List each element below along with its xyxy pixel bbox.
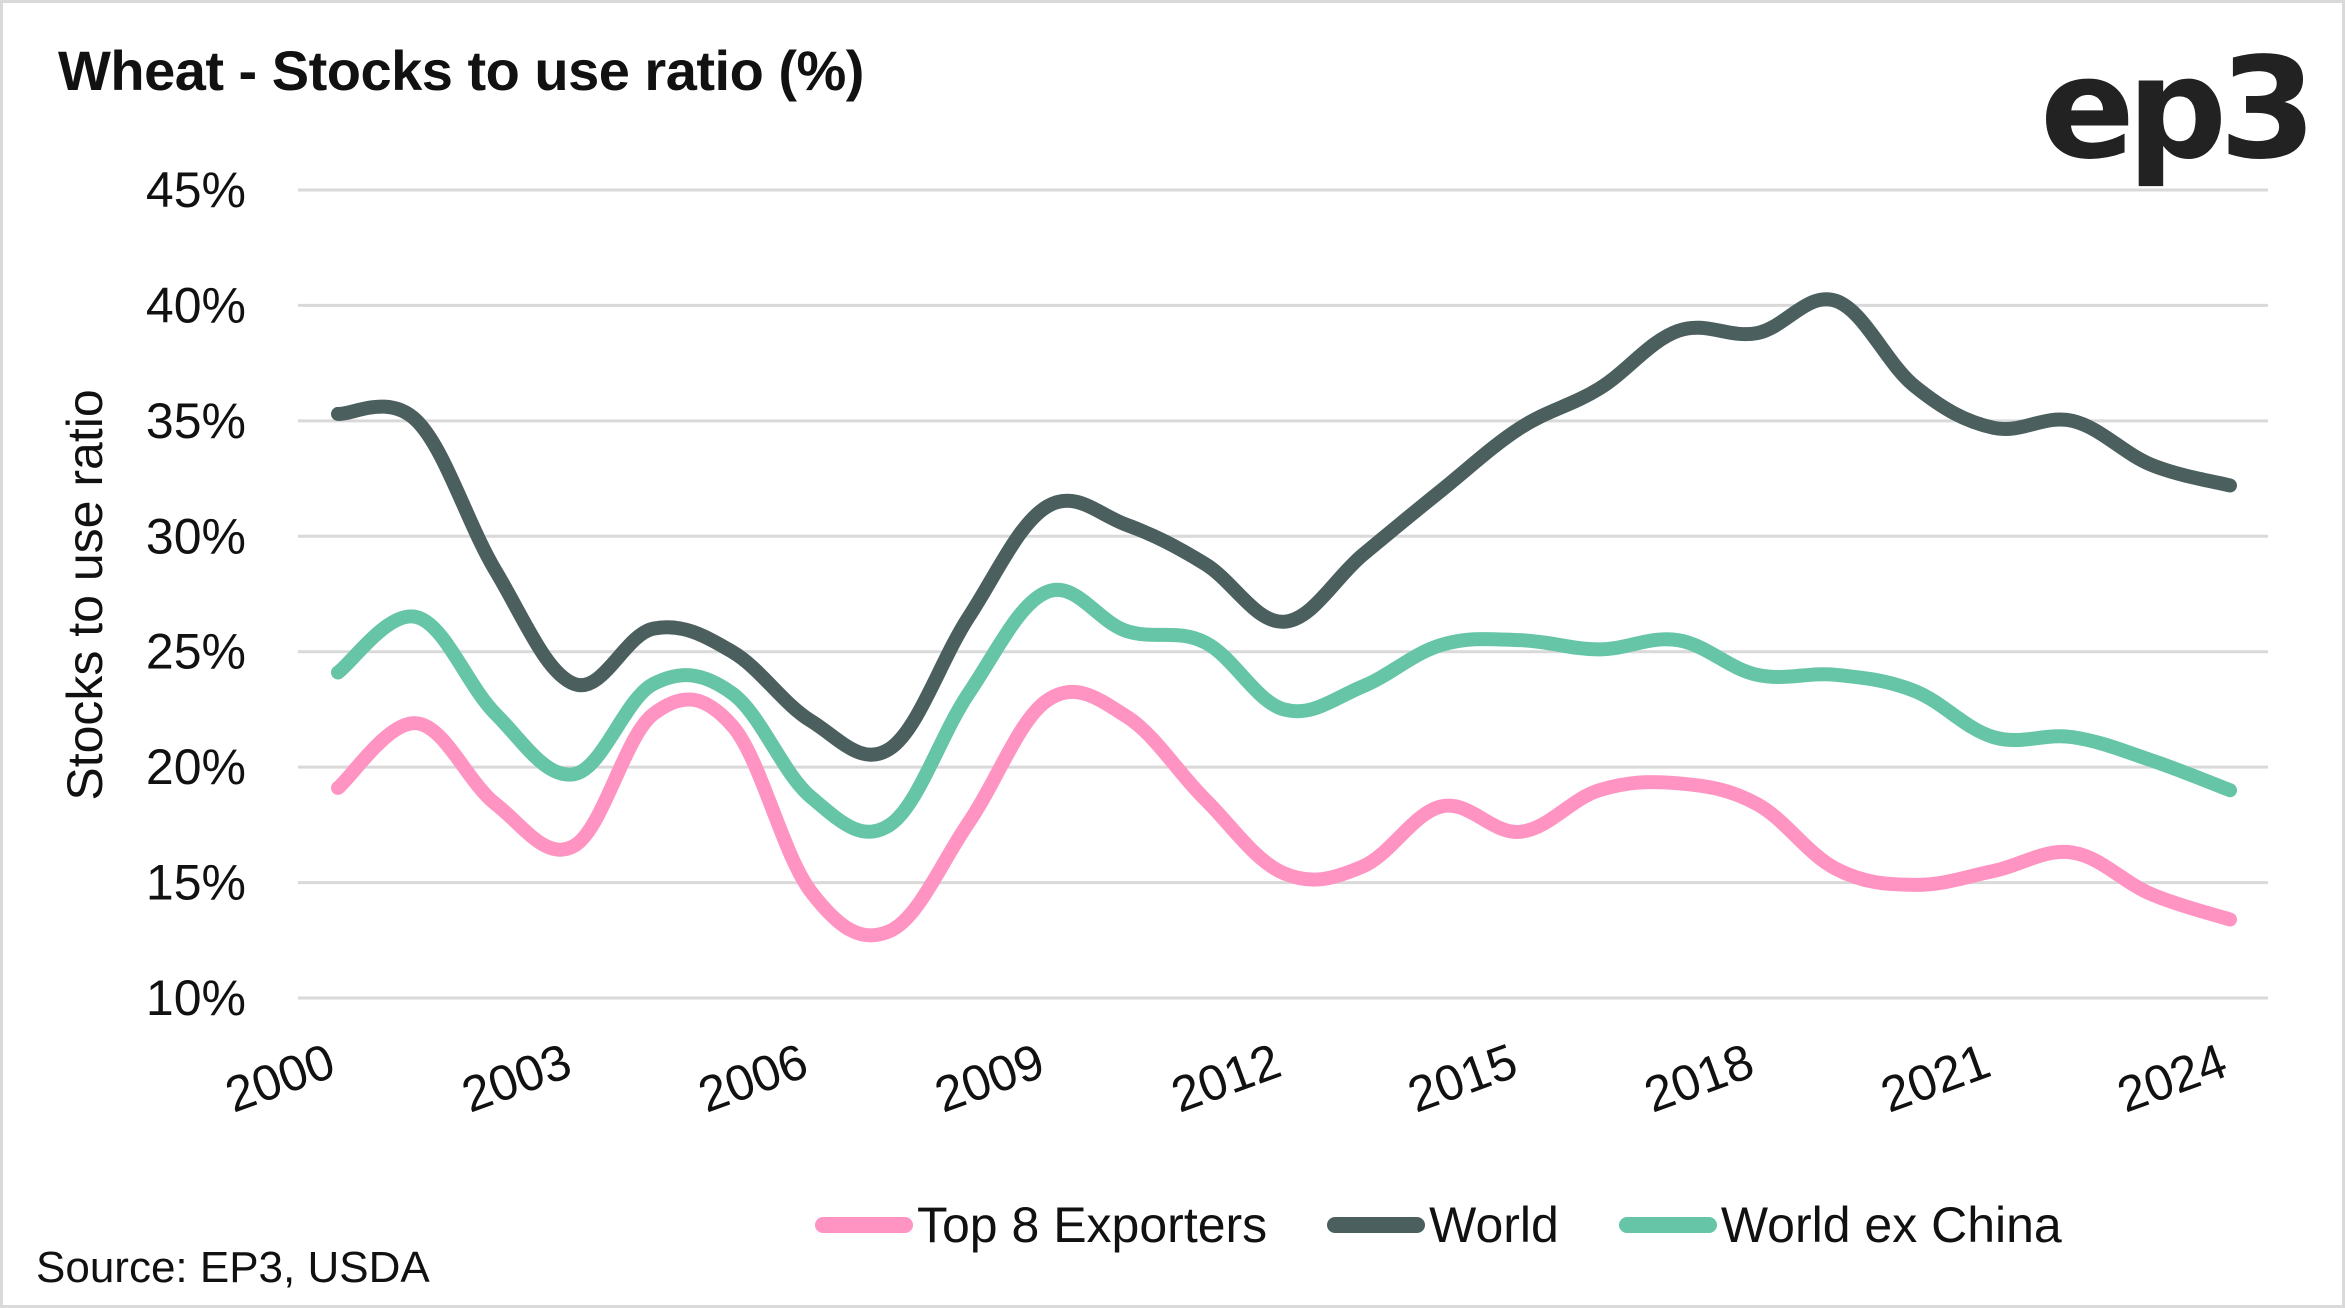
y-tick-label: 30% [146,508,246,564]
series-lines [331,292,2237,943]
legend-item-world: World [1327,1196,1559,1254]
y-tick-label: 45% [146,162,246,218]
y-axis-ticks: 10% 15% 20% 25% 30% 35% 40% 45% [146,162,246,1026]
x-axis-ticks: 2000 2003 2006 2009 2012 2015 2018 2021 2024 [218,1033,2234,1124]
x-tick-label: 2003 [455,1033,579,1124]
x-tick-label: 2024 [2110,1033,2234,1124]
legend-swatch-world [1327,1217,1426,1233]
y-tick-label: 40% [146,277,246,333]
chart-title: Wheat - Stocks to use ratio (%) [58,39,864,102]
x-tick-label: 2021 [1874,1033,1998,1124]
legend: Top 8 Exporters World World ex China [815,1196,2122,1254]
x-tick-label: 2006 [691,1033,815,1124]
x-tick-label: 2018 [1637,1033,1761,1124]
y-tick-label: 20% [146,739,246,795]
y-axis-label: Stocks to use ratio [57,389,113,800]
legend-label-top8: Top 8 Exporters [917,1197,1268,1253]
source-note: Source: EP3, USDA [36,1243,430,1292]
series-line-top-8-exporters [331,684,2237,943]
series-line-world [331,292,2237,762]
ep3-logo: ep3 [2040,28,2317,191]
series-line-world-ex-china [331,582,2237,839]
x-tick-label: 2012 [1164,1033,1288,1124]
legend-label-world-ex-china: World ex China [1720,1197,2062,1253]
legend-swatch-top8 [815,1217,913,1233]
y-tick-label: 25% [146,624,246,680]
legend-swatch-world-ex-china [1618,1217,1717,1233]
x-tick-label: 2015 [1401,1033,1525,1124]
legend-label-world: World [1429,1197,1559,1253]
y-tick-label: 15% [146,855,246,911]
legend-item-top8: Top 8 Exporters [815,1196,1267,1254]
x-tick-label: 2009 [928,1033,1052,1124]
y-tick-label: 35% [146,393,246,449]
y-tick-label: 10% [146,970,246,1026]
x-tick-label: 2000 [218,1033,342,1124]
legend-item-world-ex-china: World ex China [1618,1196,2062,1254]
